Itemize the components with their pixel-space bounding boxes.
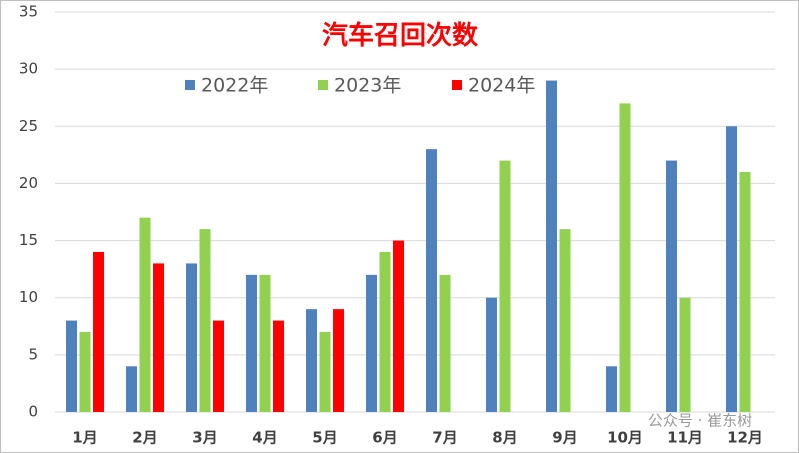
y-tick-label: 15 xyxy=(19,231,38,249)
y-tick-label: 5 xyxy=(28,345,38,363)
bar xyxy=(379,252,391,412)
bar xyxy=(426,149,437,412)
bar xyxy=(199,229,211,412)
chart-title: 汽车召回次数 xyxy=(322,20,479,51)
legend-label: 2023年 xyxy=(334,75,401,97)
bar xyxy=(306,309,317,412)
bar xyxy=(366,274,377,412)
bar xyxy=(606,366,617,412)
x-tick-label: 6月 xyxy=(372,429,397,447)
bar xyxy=(126,366,137,412)
legend-swatch xyxy=(318,80,328,90)
bar xyxy=(186,263,197,412)
bar xyxy=(726,126,737,413)
bar xyxy=(273,320,284,412)
bar xyxy=(679,297,691,412)
legend-swatch xyxy=(185,80,195,90)
x-tick-label: 4月 xyxy=(252,429,277,447)
y-tick-label: 25 xyxy=(19,117,38,135)
bar xyxy=(246,274,257,412)
legend-swatch xyxy=(452,80,462,90)
bar xyxy=(546,80,557,413)
y-tick-label: 20 xyxy=(19,174,38,192)
x-tick-label: 2月 xyxy=(132,429,157,447)
y-tick-label: 10 xyxy=(19,288,38,306)
x-tick-label: 10月 xyxy=(607,429,643,447)
bar xyxy=(486,297,497,412)
x-tick-label: 8月 xyxy=(492,429,517,447)
legend-label: 2022年 xyxy=(201,75,268,97)
x-tick-label: 9月 xyxy=(552,429,577,447)
bar xyxy=(393,240,404,412)
y-tick-label: 35 xyxy=(19,3,38,21)
bar xyxy=(79,332,91,412)
y-tick-label: 0 xyxy=(28,403,38,421)
y-tick-label: 30 xyxy=(19,60,38,78)
bar xyxy=(666,160,677,412)
bar xyxy=(499,160,511,412)
x-tick-label: 11月 xyxy=(667,429,703,447)
bar xyxy=(259,274,271,412)
bar xyxy=(139,217,151,412)
x-tick-label: 12月 xyxy=(727,429,763,447)
bar xyxy=(66,320,77,412)
x-tick-label: 5月 xyxy=(312,429,337,447)
x-tick-label: 7月 xyxy=(432,429,457,447)
bar xyxy=(319,332,331,412)
watermark: 公众号 · 崔东树 xyxy=(648,412,752,430)
bar xyxy=(333,309,344,412)
bar xyxy=(559,229,571,412)
legend-label: 2024年 xyxy=(468,75,535,97)
bar xyxy=(93,252,104,412)
bar xyxy=(153,263,164,412)
bar xyxy=(619,103,631,412)
x-tick-label: 1月 xyxy=(72,429,97,447)
x-tick-label: 3月 xyxy=(192,429,217,447)
bar xyxy=(213,320,224,412)
bar xyxy=(439,274,451,412)
bar xyxy=(739,172,751,412)
